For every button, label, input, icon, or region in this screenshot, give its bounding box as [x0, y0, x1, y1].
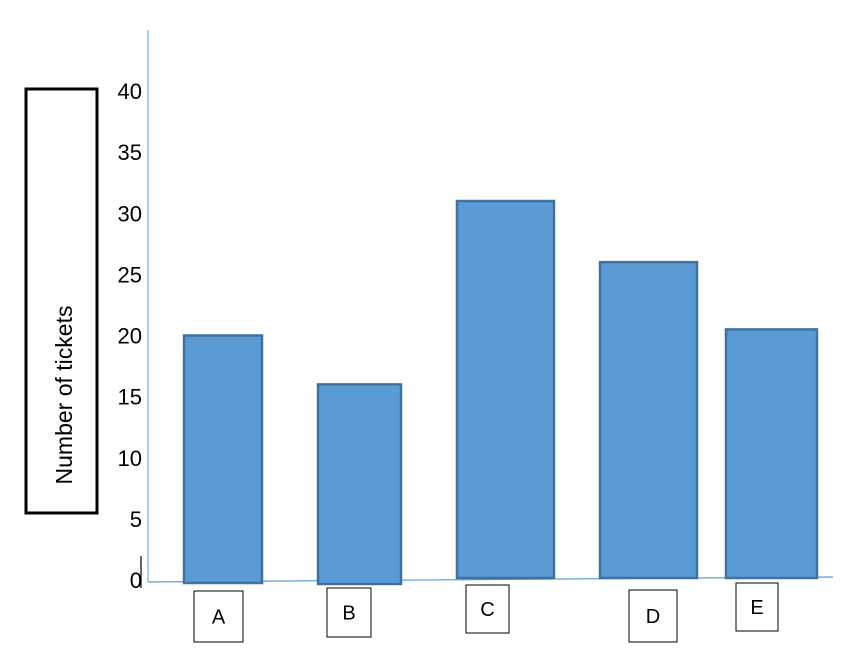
y-tick-label: 5: [130, 507, 142, 532]
y-tick-label: 40: [118, 79, 142, 104]
category-box-B: [326, 587, 372, 638]
category-label-A: A: [212, 607, 226, 629]
category-box-C: [465, 584, 510, 634]
bar-D: [598, 260, 699, 580]
y-axis-label: Number of tickets: [51, 306, 77, 485]
bar-E: [724, 328, 819, 580]
ylabel-box: [24, 87, 99, 515]
category-label-D: D: [646, 606, 660, 628]
bar-B: [316, 383, 403, 586]
category-box-E: [735, 582, 779, 632]
y-ticks: 0 5 10 15 20 25 30 35 40: [118, 79, 142, 593]
category-label-C: C: [480, 599, 494, 621]
y-tick-label: 10: [118, 446, 142, 471]
y-tick-label: 25: [118, 262, 142, 287]
bar-A: [182, 334, 264, 585]
y-tick-label: 35: [118, 140, 142, 165]
category-box-A: [193, 590, 244, 643]
bar-C: [455, 199, 556, 580]
bars: [182, 199, 819, 586]
category-label-E: E: [750, 597, 763, 619]
y-tick-label: 15: [118, 385, 142, 410]
category-box-D: [628, 589, 678, 643]
y-tick-label: 30: [118, 201, 142, 226]
y-tick-label: 0: [130, 568, 142, 593]
category-labels: A B C D E: [193, 582, 779, 643]
category-label-B: B: [342, 603, 355, 625]
y-tick-label: 20: [118, 324, 142, 349]
